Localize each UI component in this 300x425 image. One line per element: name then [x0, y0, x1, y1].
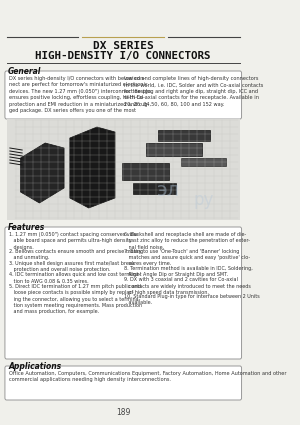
Text: DX series high-density I/O connectors with below con-
nect are perfect for tomor: DX series high-density I/O connectors wi… — [9, 76, 151, 113]
Text: 7. Easy to use 'One-Touch' and 'Banner' locking
   matches and assure quick and : 7. Easy to use 'One-Touch' and 'Banner' … — [124, 249, 250, 266]
Polygon shape — [70, 127, 115, 208]
Text: 189: 189 — [116, 408, 130, 417]
Bar — [146, 143, 202, 156]
Text: DX SERIES: DX SERIES — [93, 41, 154, 51]
Bar — [7, 119, 240, 220]
Bar — [122, 163, 169, 180]
FancyBboxPatch shape — [5, 71, 242, 119]
Bar — [133, 183, 176, 194]
Polygon shape — [20, 143, 64, 203]
Text: 2. Bellows contacts ensure smooth and precise mating
   and unmating.: 2. Bellows contacts ensure smooth and pr… — [9, 249, 143, 260]
Text: Applications: Applications — [8, 362, 61, 371]
Text: 6. Backshell and receptacle shell are made of die-
   cast zinc alloy to reduce : 6. Backshell and receptacle shell are ma… — [124, 232, 250, 249]
Text: 4. IDC termination allows quick and low cost termina-
   tion to AWG 0.08 & 0.35: 4. IDC termination allows quick and low … — [9, 272, 140, 283]
Text: 10. Standard Plug-in type for interface between 2 Units
   available.: 10. Standard Plug-in type for interface … — [124, 294, 260, 306]
Text: Office Automation, Computers, Communications Equipment, Factory Automation, Home: Office Automation, Computers, Communicat… — [9, 371, 286, 382]
Text: 1. 1.27 mm (0.050") contact spacing conserves valu-
   able board space and perm: 1. 1.27 mm (0.050") contact spacing cons… — [9, 232, 139, 249]
Text: HIGH-DENSITY I/O CONNECTORS: HIGH-DENSITY I/O CONNECTORS — [35, 51, 211, 61]
Text: General: General — [8, 67, 42, 76]
Text: Features: Features — [8, 223, 46, 232]
Text: 9. DX with 3 coaxial and 2 cavities for Co-axial
   contacts are widely introduc: 9. DX with 3 coaxial and 2 cavities for … — [124, 278, 251, 295]
Text: 3. Unique shell design assures first mate/last break
   protection and overall n: 3. Unique shell design assures first mat… — [9, 261, 135, 272]
Text: эл: эл — [157, 181, 180, 199]
Text: 8. Termination method is available in IDC, Soldering,
   Right Angle Dip or Stra: 8. Termination method is available in ID… — [124, 266, 253, 277]
Bar — [158, 130, 209, 141]
Text: ру: ру — [194, 191, 214, 209]
Text: 5. Direct IDC termination of 1.27 mm pitch public and
   loose piece contacts is: 5. Direct IDC termination of 1.27 mm pit… — [9, 284, 142, 314]
Bar — [181, 158, 226, 166]
FancyBboxPatch shape — [5, 227, 242, 359]
FancyBboxPatch shape — [5, 366, 242, 400]
Text: varied and complete lines of high-density connectors
in the world, i.e. IDC, Sol: varied and complete lines of high-densit… — [124, 76, 263, 107]
